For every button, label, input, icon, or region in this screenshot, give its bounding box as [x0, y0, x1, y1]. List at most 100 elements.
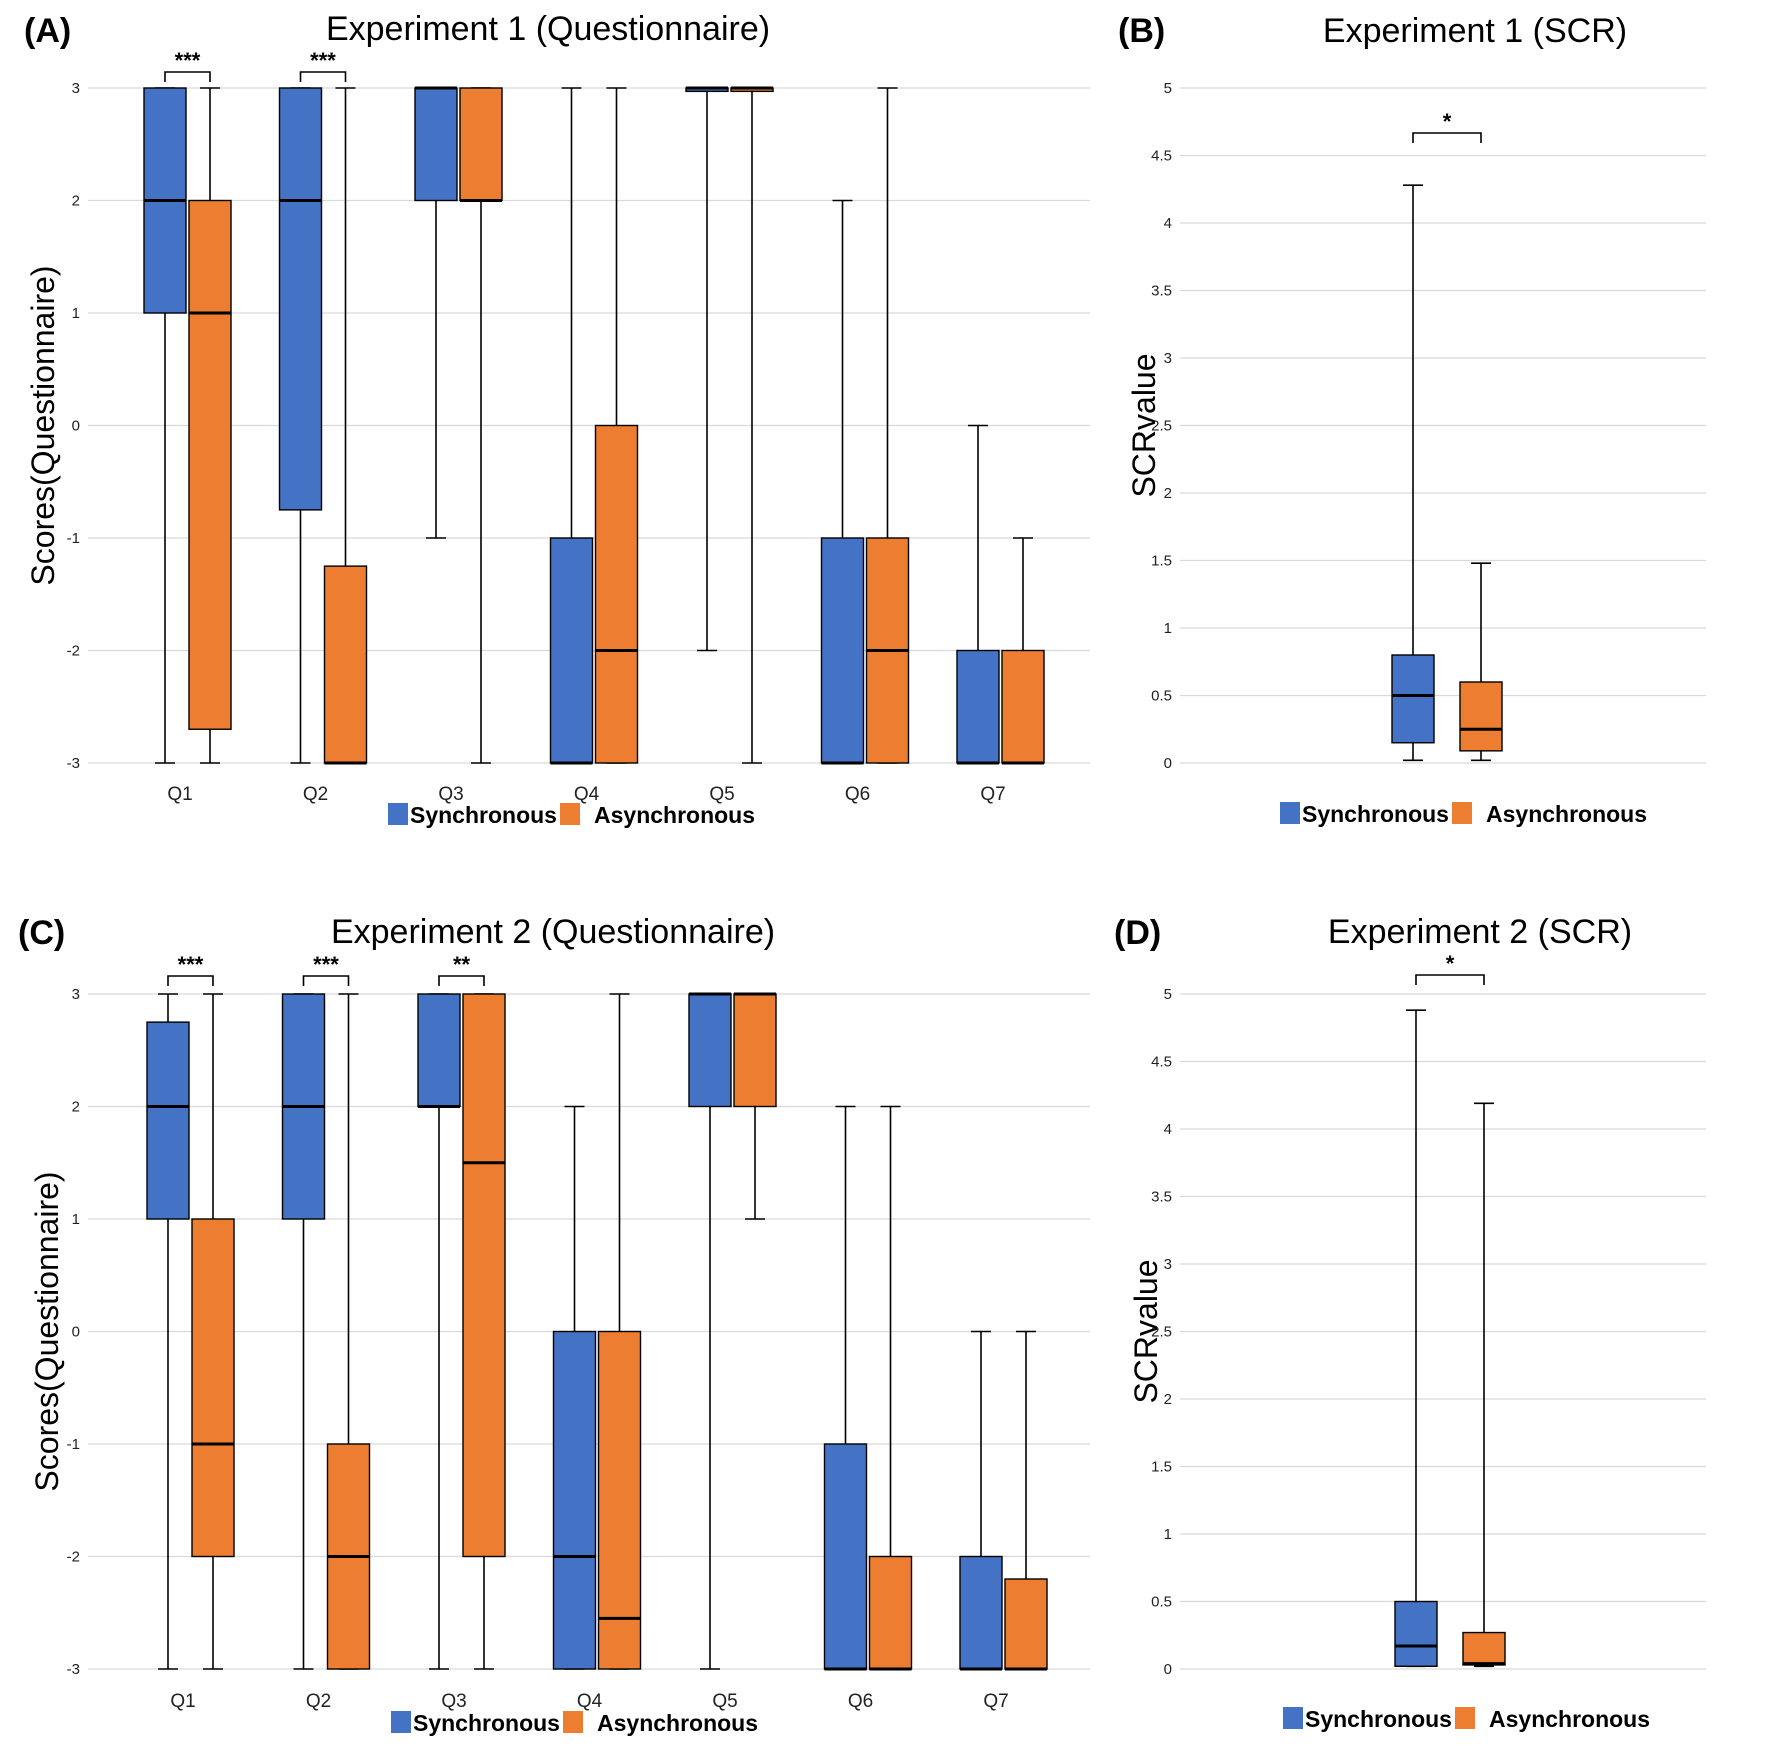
y-tick-label: 0 [72, 1324, 80, 1341]
significance-bracket [438, 975, 485, 986]
asynchronous-box [459, 87, 503, 202]
x-tick-label: Q1 [170, 1691, 195, 1712]
x-tick-label: Q6 [845, 784, 870, 805]
legend-label-synchronous: Synchronous [1302, 801, 1449, 827]
chart-title: Experiment 1 (Questionnaire) [326, 10, 770, 48]
y-tick-label: 3.5 [1151, 1189, 1172, 1206]
x-tick-label: Q4 [574, 784, 600, 805]
legend-label-asynchronous: Asynchronous [1486, 801, 1647, 827]
x-tick-label: Q1 [167, 784, 192, 805]
x-tick-label: Q4 [577, 1691, 603, 1712]
asynchronous-box [188, 199, 232, 730]
y-tick-label: 4.5 [1151, 1054, 1172, 1071]
y-tick-label: 0 [1164, 1661, 1172, 1678]
significance-bracket [164, 71, 211, 82]
x-tick-label: Q6 [848, 1691, 873, 1712]
synchronous-box [414, 87, 458, 202]
significance-label: * [1446, 951, 1455, 976]
y-tick-label: 3 [72, 986, 80, 1003]
synchronous-box [688, 993, 732, 1108]
x-tick-label: Q2 [303, 784, 328, 805]
x-tick-label: Q7 [983, 1691, 1008, 1712]
y-tick-label: -1 [67, 1436, 80, 1453]
legend-swatch-asynchronous [563, 1711, 583, 1733]
y-tick-label: 2 [72, 193, 80, 210]
y-tick-label: 1 [72, 305, 80, 322]
y-tick-label: 2 [1164, 485, 1172, 502]
asynchronous-box [323, 565, 368, 764]
synchronous-box [146, 1021, 190, 1220]
synchronous-box [549, 537, 594, 764]
legend-swatch-asynchronous [1452, 802, 1472, 824]
x-tick-label: Q5 [712, 1691, 737, 1712]
synchronous-box [552, 1330, 597, 1670]
y-tick-label: 2.5 [1151, 1324, 1172, 1341]
x-tick-label: Q3 [438, 784, 463, 805]
synchronous-box [1394, 1600, 1438, 1668]
y-tick-label: 0.5 [1151, 1594, 1172, 1611]
legend-swatch-synchronous [1283, 1707, 1303, 1729]
significance-label: *** [310, 48, 336, 73]
asynchronous-box [1001, 649, 1045, 764]
asynchronous-box [597, 1330, 642, 1670]
y-tick-label: 4 [1164, 1121, 1172, 1138]
panel-label: (D) [1114, 914, 1161, 952]
chart-title: Experiment 2 (SCR) [1328, 913, 1632, 951]
y-tick-label: 0 [72, 418, 80, 435]
y-tick-label: 2 [1164, 1391, 1172, 1408]
y-tick-label: -1 [67, 530, 80, 547]
asynchronous-box [733, 993, 777, 1108]
y-tick-label: 1.5 [1151, 1459, 1172, 1476]
y-axis-label: SCRvalue [1128, 1259, 1164, 1403]
panel-c: 3 2 1 0 -1 -2 -3 Experiment 2 (Questionnaire) (C… [18, 913, 1090, 1736]
legend-label-asynchronous: Asynchronous [594, 802, 755, 828]
legend-label-synchronous: Synchronous [413, 1710, 560, 1736]
asynchronous-box [594, 424, 639, 764]
y-tick-label: 3 [1164, 1256, 1172, 1273]
legend-swatch-synchronous [388, 803, 408, 825]
panel-label: (C) [18, 914, 65, 952]
synchronous-box [823, 1443, 868, 1670]
x-tick-label: Q5 [709, 784, 734, 805]
panel-label: (A) [24, 12, 71, 50]
y-tick-label: 0.5 [1151, 688, 1172, 705]
significance-bracket [299, 71, 347, 82]
chart-title: Experiment 2 (Questionnaire) [331, 913, 775, 951]
x-tick-label: Q2 [306, 1691, 331, 1712]
panel-d: 5 4.5 4 3.5 3 2.5 2 1.5 1 0.5 0 Experiment 2 (SCR) (… [1114, 913, 1706, 1732]
y-tick-label: -3 [67, 755, 80, 772]
y-tick-label: 0 [1164, 755, 1172, 772]
legend-label-synchronous: Synchronous [410, 802, 557, 828]
y-tick-label: 1 [72, 1211, 80, 1228]
significance-bracket [302, 975, 350, 986]
asynchronous-box [1004, 1578, 1048, 1670]
synchronous-box [820, 537, 865, 764]
y-tick-label: -2 [67, 643, 80, 660]
significance-bracket [167, 975, 214, 986]
y-tick-label: 2.5 [1151, 418, 1172, 435]
y-tick-label: 5 [1164, 80, 1172, 97]
asynchronous-box [191, 1218, 235, 1558]
y-tick-label: 4 [1164, 215, 1172, 232]
legend-label-asynchronous: Asynchronous [1489, 1706, 1650, 1732]
y-tick-label: 2 [72, 1099, 80, 1116]
y-axis-label: SCRvalue [1126, 353, 1162, 497]
synchronous-box [278, 87, 323, 511]
y-tick-label: 1 [1164, 620, 1172, 637]
chart-title: Experiment 1 (SCR) [1323, 12, 1627, 50]
synchronous-box [1391, 654, 1435, 744]
legend-swatch-synchronous [391, 1711, 411, 1733]
significance-bracket [1415, 974, 1485, 985]
legend-swatch-asynchronous [560, 803, 580, 825]
y-axis-label: Scores(Questionnaire) [29, 1171, 65, 1491]
x-tick-label: Q3 [441, 1691, 466, 1712]
y-tick-label: 5 [1164, 986, 1172, 1003]
significance-label: *** [178, 952, 204, 977]
significance-label: * [1443, 109, 1452, 134]
significance-bracket [1412, 132, 1482, 143]
legend-swatch-asynchronous [1455, 1707, 1475, 1729]
significance-label: *** [313, 952, 339, 977]
legend-label-asynchronous: Asynchronous [597, 1710, 758, 1736]
synchronous-box [959, 1555, 1003, 1670]
